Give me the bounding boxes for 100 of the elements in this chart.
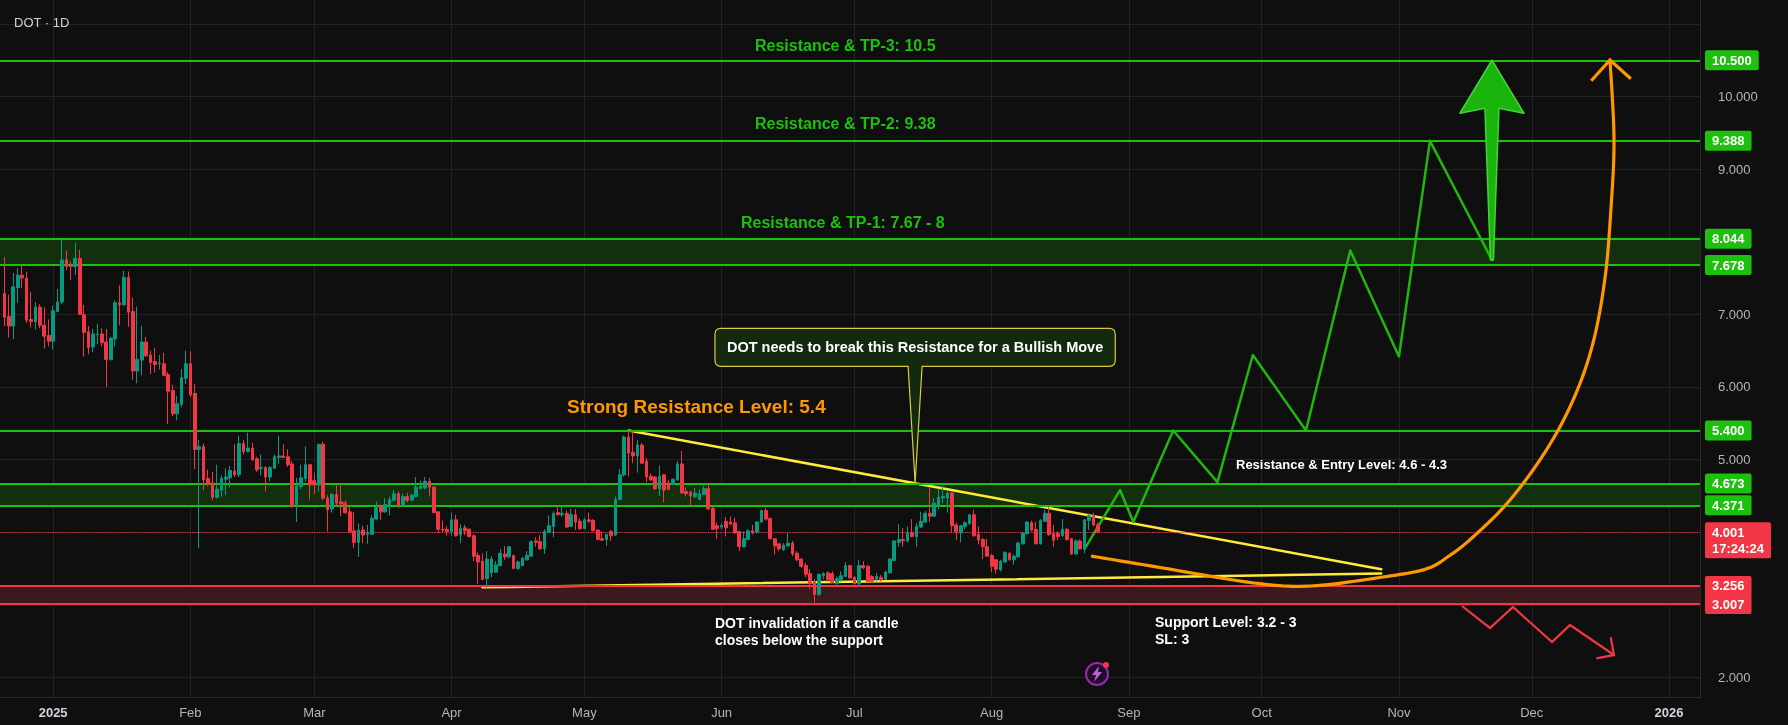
x-tick-label: Oct — [1251, 705, 1273, 720]
candlestick — [246, 432, 250, 453]
candlestick — [835, 575, 839, 585]
candlestick — [565, 509, 569, 529]
candlestick — [636, 439, 639, 474]
text: DOT · 1D — [14, 15, 70, 30]
candlestick — [317, 443, 321, 493]
candlestick — [423, 476, 427, 490]
candlestick — [485, 550, 489, 589]
candlestick — [450, 512, 453, 537]
x-tick-label: 2026 — [1654, 705, 1684, 720]
candlestick — [658, 464, 661, 497]
candlestick — [959, 524, 963, 543]
candlestick — [653, 475, 657, 491]
x-tick-label: Jun — [711, 705, 733, 720]
candlestick — [786, 532, 790, 548]
annotation: Support Level: 3.2 - 3 SL: 3 — [1155, 613, 1297, 647]
x-tick-label: Mar — [303, 705, 327, 720]
candlestick — [233, 443, 236, 478]
candlestick — [1008, 552, 1011, 561]
y-tick-label: 5.000 — [1718, 452, 1751, 468]
candlestick — [308, 463, 312, 501]
y-tick-label: 7.000 — [1718, 306, 1751, 322]
candlestick — [277, 435, 281, 465]
candlestick — [662, 473, 666, 503]
candlestick — [512, 554, 515, 570]
x-tick-label: Feb — [179, 705, 202, 720]
annotation: Resistance & TP-2: 9.38 — [755, 115, 936, 133]
candlestick — [817, 573, 821, 596]
x-tick-label: 2025 — [38, 705, 68, 720]
ref-line-label: 5.400 — [1712, 423, 1745, 439]
candlestick — [330, 492, 334, 514]
x-tick-label: Aug — [980, 705, 1004, 720]
ref-line-label: 9.388 — [1712, 133, 1745, 149]
candlestick — [875, 572, 878, 583]
candlestick — [1078, 538, 1082, 551]
candlestick — [1074, 538, 1078, 556]
candlestick — [583, 517, 586, 530]
candlestick — [879, 574, 883, 583]
candlestick — [122, 270, 126, 307]
candlestick — [237, 435, 241, 478]
candlestick — [693, 487, 697, 499]
ref-line-label: 10.500 — [1712, 52, 1752, 68]
candlestick — [507, 545, 511, 559]
candlestick — [569, 508, 573, 528]
candlestick — [680, 450, 684, 495]
candlestick — [702, 485, 706, 496]
candlestick — [742, 530, 746, 548]
candlestick — [259, 454, 263, 477]
x-tick-label: Sep — [1117, 705, 1141, 720]
candlestick — [826, 570, 830, 583]
candlestick — [503, 545, 507, 561]
candlestick — [906, 525, 909, 543]
candlestick — [153, 347, 157, 373]
candlestick — [534, 536, 538, 548]
candlestick — [405, 492, 409, 503]
candlestick — [224, 467, 228, 496]
candlestick — [923, 510, 927, 524]
x-tick-label: Jul — [846, 705, 863, 720]
candlestick — [857, 559, 861, 588]
ref-line-label: 4.673 — [1712, 476, 1745, 492]
ref-line-label: 8.044 — [1712, 231, 1746, 247]
candlestick — [264, 465, 267, 493]
candlestick — [1061, 518, 1064, 538]
ref-line-label: 7.678 — [1712, 257, 1745, 273]
candlestick — [73, 242, 77, 276]
candlestick — [529, 539, 533, 558]
candlestick — [848, 564, 852, 580]
candlestick — [516, 560, 520, 571]
candlestick — [401, 493, 405, 506]
candlestick — [928, 486, 932, 523]
candlestick — [459, 523, 462, 544]
annotation: Strong Resistance Level: 5.4 — [567, 396, 827, 418]
ref-line-label: 3.256 — [1712, 578, 1745, 594]
candlestick — [242, 439, 245, 455]
candlestick — [158, 354, 161, 371]
annotation: DOT invalidation if a candle closes below the support — [715, 614, 899, 648]
y-tick-label: 9.000 — [1718, 161, 1751, 177]
candlestick — [777, 542, 781, 552]
y-tick-label: 10.000 — [1718, 89, 1758, 105]
candlestick — [830, 570, 834, 584]
candlestick — [357, 522, 360, 558]
x-tick-label: May — [572, 705, 598, 720]
x-tick-label: Dec — [1520, 705, 1544, 720]
candlestick — [556, 504, 560, 516]
candlestick — [91, 328, 95, 353]
candlestick — [383, 497, 387, 514]
candlestick — [215, 464, 219, 500]
annotation: Resistance & TP-3: 10.5 — [755, 36, 936, 54]
candlestick — [414, 476, 418, 498]
candlestick — [379, 504, 383, 521]
ref-line-label: 4.371 — [1712, 497, 1745, 513]
candlestick — [560, 505, 564, 518]
candlestick — [104, 328, 108, 388]
x-tick-label: Nov — [1387, 705, 1412, 720]
annotation: Resistance & Entry Level: 4.6 - 4.3 — [1236, 456, 1447, 472]
ref-line-label: 3.007 — [1712, 596, 1745, 612]
candlestick — [538, 534, 542, 551]
candlestick — [994, 558, 998, 575]
x-tick-label: Apr — [441, 705, 463, 720]
